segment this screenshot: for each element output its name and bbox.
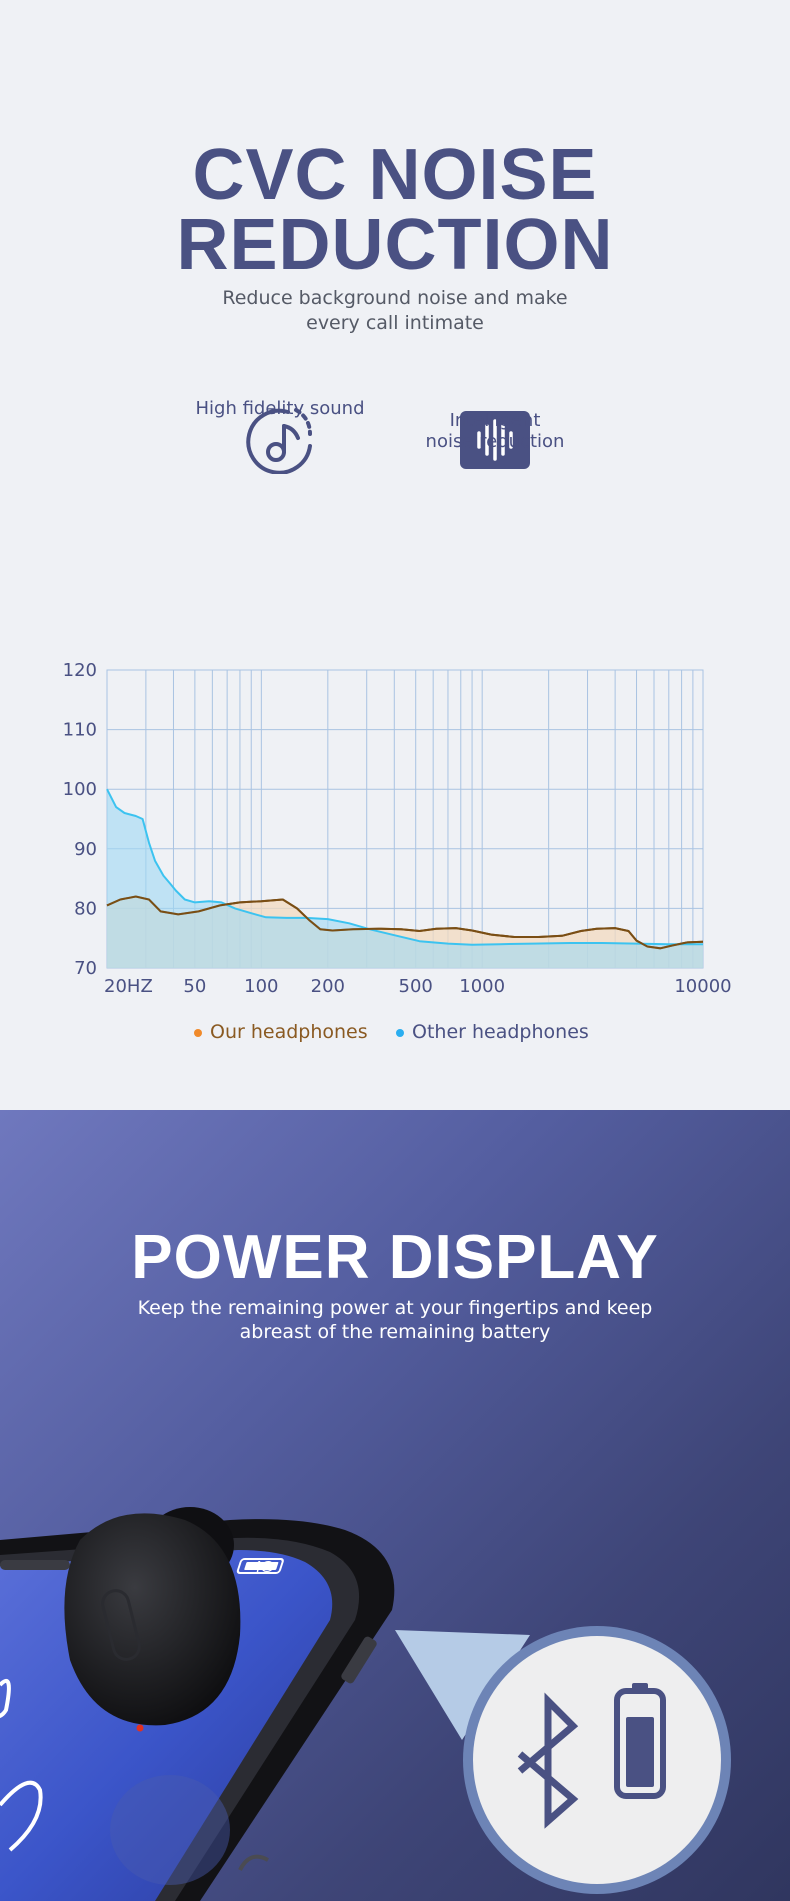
legend-other-headphones: Other headphones [396, 1021, 589, 1043]
phone-speaker [0, 1560, 70, 1570]
earbud-icon [64, 1513, 241, 1726]
page-title-line1: CVC NOISE [192, 135, 598, 215]
power-title: POWER DISPLAY [131, 1223, 659, 1292]
series-line-our-headphones-top [106, 895, 704, 950]
phone-illustration: 4G [0, 1507, 731, 1901]
frequency-response-chart: 70 80 90 100 110 120 20HZ 50 100 200 500 1000 10000 [63, 660, 732, 997]
hero-subtitle-line2: every call intimate [306, 312, 484, 334]
x-tick-label: 200 [311, 976, 345, 997]
x-tick-label: 50 [183, 976, 206, 997]
sound-wave-icon [460, 411, 530, 469]
legend-our-headphones: Our headphones [194, 1021, 368, 1043]
feature-noise-reduction: Intelligent noise reduction [405, 410, 585, 452]
legend-label: Our headphones [210, 1021, 368, 1043]
y-tick-label: 80 [74, 898, 97, 919]
feature-label-line2: noise reduction [425, 431, 565, 452]
legend-label: Other headphones [412, 1021, 589, 1043]
x-tick-label: 100 [244, 976, 278, 997]
x-tick-label: 20HZ [104, 976, 153, 997]
callout-pointer [395, 1630, 530, 1740]
screen-doodle [0, 1678, 11, 1718]
power-display-section: POWER DISPLAY Keep the remaining power a… [0, 1110, 790, 1901]
noise-reduction-section: CVC NOISE REDUCTION Reduce background no… [62, 135, 732, 1043]
x-tick-label: 500 [399, 976, 433, 997]
music-note-icon [246, 408, 312, 474]
hero-subtitle-line1: Reduce background noise and make [222, 287, 568, 309]
legend-dot-orange [194, 1028, 202, 1037]
battery-icon [614, 1683, 666, 1799]
status-battery-icon [236, 1558, 284, 1574]
series-area-other-headphones [107, 789, 703, 968]
feature-high-fidelity: High fidelity sound [180, 398, 380, 419]
x-tick-label: 1000 [459, 976, 505, 997]
phone-side-button [341, 1636, 377, 1684]
y-tick-label: 110 [63, 720, 97, 741]
x-tick-label: 10000 [674, 976, 731, 997]
page-title-line2: REDUCTION [176, 205, 614, 285]
earbud-led [136, 1724, 144, 1732]
callout-circle [473, 1636, 721, 1884]
power-subtitle-line2: abreast of the remaining battery [239, 1321, 551, 1343]
y-tick-label: 90 [74, 839, 97, 860]
bluetooth-icon [517, 1692, 579, 1829]
y-tick-label: 70 [74, 958, 97, 979]
legend-dot-blue [396, 1028, 404, 1037]
feature-label-line1: Intelligent [449, 410, 541, 431]
earbud-touch-panel [101, 1589, 141, 1661]
y-tick-label: 100 [63, 779, 97, 800]
y-tick-label: 120 [63, 660, 97, 681]
power-subtitle-line1: Keep the remaining power at your fingert… [137, 1297, 653, 1319]
feature-label: High fidelity sound [195, 398, 365, 419]
series-line-other-headphones [106, 788, 703, 946]
